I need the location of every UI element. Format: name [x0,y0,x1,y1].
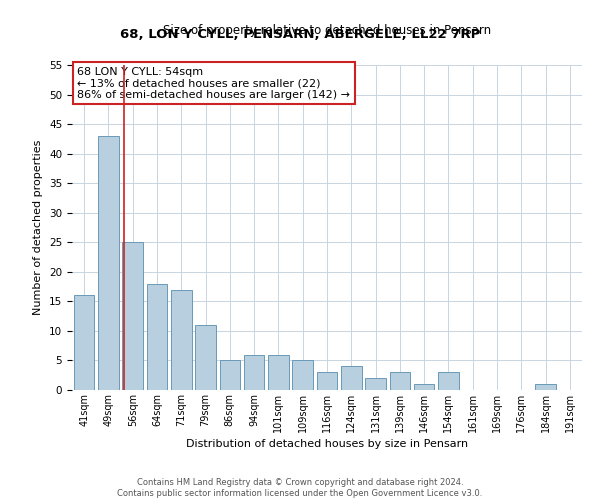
Bar [195,325,216,390]
Bar [268,354,289,390]
Bar [317,372,337,390]
X-axis label: Distribution of detached houses by size in Pensarn: Distribution of detached houses by size … [186,439,468,449]
Bar [438,372,459,390]
Bar [389,372,410,390]
Bar [341,366,362,390]
Title: Size of property relative to detached houses in Pensarn: Size of property relative to detached ho… [163,24,491,38]
Bar [365,378,386,390]
Bar [535,384,556,390]
Text: 68, LON Y CYLL, PENSARN, ABERGELE, LL22 7RP: 68, LON Y CYLL, PENSARN, ABERGELE, LL22 … [120,28,480,40]
Bar [220,360,240,390]
Bar [122,242,143,390]
Y-axis label: Number of detached properties: Number of detached properties [34,140,43,315]
Bar [244,354,265,390]
Bar [171,290,191,390]
Text: Contains HM Land Registry data © Crown copyright and database right 2024.
Contai: Contains HM Land Registry data © Crown c… [118,478,482,498]
Bar [146,284,167,390]
Bar [98,136,119,390]
Bar [292,360,313,390]
Bar [414,384,434,390]
Text: 68 LON Y CYLL: 54sqm
← 13% of detached houses are smaller (22)
86% of semi-detac: 68 LON Y CYLL: 54sqm ← 13% of detached h… [77,66,350,100]
Bar [74,296,94,390]
